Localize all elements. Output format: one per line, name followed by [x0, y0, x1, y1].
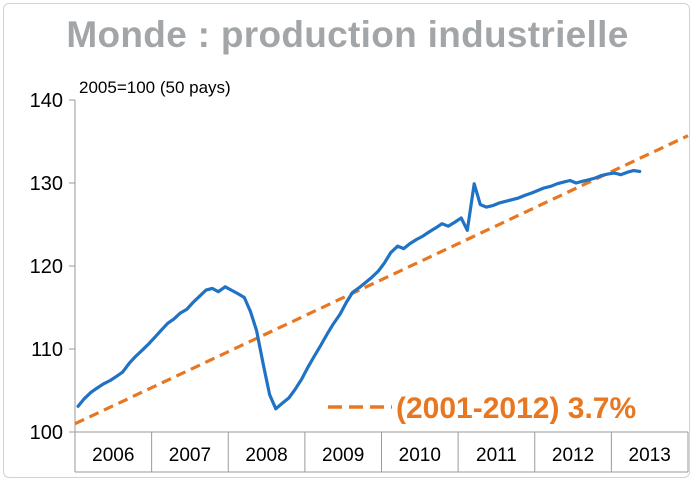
y-tick-label: 140 [30, 90, 63, 112]
y-tick-label: 100 [30, 422, 63, 444]
x-tick-label: 2006 [92, 445, 134, 466]
x-tick-label: 2012 [552, 445, 594, 466]
y-tick-label: 110 [31, 339, 63, 361]
trend-line [74, 134, 689, 426]
y-tick-label: 120 [30, 256, 63, 278]
x-tick-label: 2009 [322, 445, 364, 466]
x-tick-label: 2010 [399, 445, 441, 466]
production-series-line [76, 169, 642, 411]
y-tick-label: 130 [30, 173, 63, 195]
annotation-label: (2001-2012) 3.7% [396, 392, 636, 425]
x-tick-label: 2007 [169, 445, 211, 466]
x-tick-label: 2013 [629, 445, 671, 466]
x-tick-label: 2008 [245, 445, 287, 466]
chart-title: Monde : production industrielle [66, 14, 629, 55]
chart-frame [3, 3, 690, 478]
x-tick-label: 2011 [476, 445, 517, 466]
chart-subtitle: 2005=100 (50 pays) [79, 78, 231, 97]
